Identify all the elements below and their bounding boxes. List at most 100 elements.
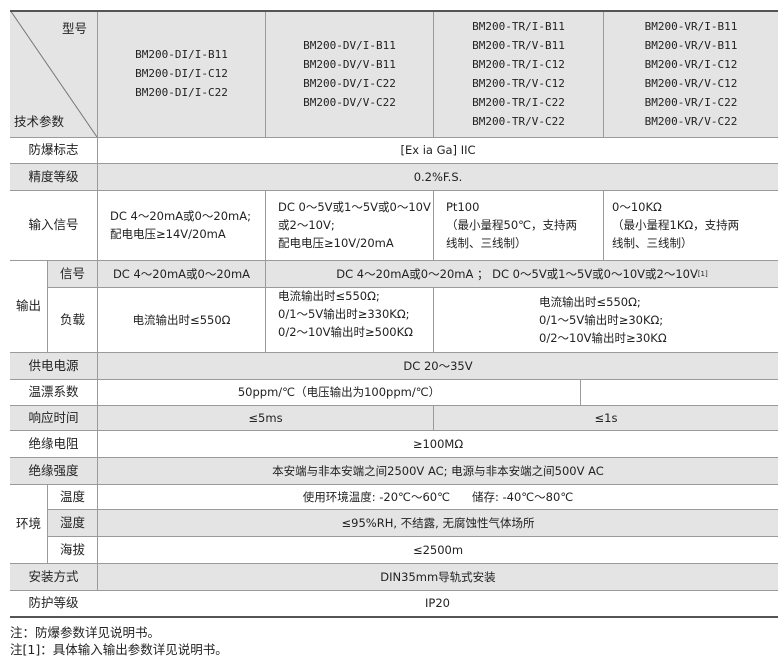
text-line: 0/2～10V输出时≥30KΩ bbox=[539, 330, 667, 345]
row-label-humidity: 湿度 bbox=[47, 509, 97, 536]
text-line: 0/2～10V输出时≥500KΩ bbox=[278, 325, 413, 339]
protection-value: IP20 bbox=[97, 590, 778, 616]
model-name: BM200-TR/V-C22 bbox=[472, 114, 565, 128]
output-load-dv: 电流输出时≤550Ω; 0/1～5V输出时≥330KΩ; 0/2～10V输出时≥50… bbox=[265, 287, 433, 352]
row-divider bbox=[10, 457, 778, 458]
row-label-insulation-strength: 绝缘强度 bbox=[10, 457, 97, 484]
table-top-border bbox=[10, 10, 778, 12]
text-line: 线制、三线制） bbox=[612, 236, 693, 250]
text-line: 0/1～5V输出时≥30KΩ; bbox=[539, 312, 664, 327]
text-line: 0～10KΩ bbox=[612, 200, 662, 214]
model-name: BM200-TR/I-C22 bbox=[472, 95, 565, 109]
row-label-altitude: 海拔 bbox=[47, 536, 97, 563]
text-line: 或2～10V; bbox=[278, 218, 335, 232]
text-line: （最小量程1KΩ，支持两 bbox=[612, 218, 740, 232]
model-name: BM200-DV/V-C22 bbox=[303, 95, 396, 109]
input-tr: Pt100 （最小量程50℃，支持两 线制、三线制） bbox=[433, 190, 603, 260]
row-divider bbox=[10, 190, 778, 191]
temp-coef-value: 50ppm/℃（电压输出为100ppm/℃） bbox=[97, 379, 580, 405]
input-vr: 0～10KΩ （最小量程1KΩ，支持两 线制、三线制） bbox=[603, 190, 778, 260]
model-name: BM200-TR/V-C12 bbox=[472, 76, 565, 90]
text-line: 配电电压≥10V/20mA bbox=[278, 236, 394, 250]
model-name: BM200-VR/V-C12 bbox=[644, 76, 738, 90]
param-label: 技术参数 bbox=[14, 114, 65, 129]
input-dv: DC 0～5V或1～5V或0～10V 或2～10V; 配电电压≥10V/20mA bbox=[265, 190, 433, 260]
power-value: DC 20～35V bbox=[97, 352, 778, 379]
row-divider bbox=[10, 563, 778, 564]
model-name: BM200-VR/V-B11 bbox=[644, 38, 738, 52]
note-explosion: 注：防爆参数详见说明书。 bbox=[10, 625, 161, 640]
model-col-vr: BM200-VR/I-B11 BM200-VR/V-B11 BM200-VR/I-C… bbox=[603, 10, 778, 137]
row-label-temperature: 温度 bbox=[47, 484, 97, 509]
insulation-strength-value: 本安端与非本安端之间2500V AC; 电源与非本安端之间500V AC bbox=[97, 457, 778, 484]
temp-coef-empty bbox=[580, 379, 778, 405]
model-name: BM200-TR/I-C12 bbox=[472, 57, 565, 71]
text-line: （最小量程50℃，支持两 bbox=[446, 218, 578, 232]
row-divider bbox=[10, 484, 778, 485]
row-divider bbox=[10, 430, 778, 431]
row-label-response: 响应时间 bbox=[10, 405, 97, 430]
row-divider bbox=[10, 163, 778, 164]
model-name: BM200-DI/I-C12 bbox=[135, 67, 228, 80]
temperature-value: 使用环境温度: -20℃～60℃ 储存: -40℃～80℃ bbox=[97, 484, 778, 509]
output-load-tr-vr: 电流输出时≤550Ω; 0/1～5V输出时≥30KΩ; 0/2～10V输出时≥30K… bbox=[433, 287, 778, 352]
row-label-output-signal: 信号 bbox=[47, 260, 97, 287]
accuracy-value: 0.2%F.S. bbox=[97, 163, 778, 190]
text-line: 0/1～5V输出时≥330KΩ; bbox=[278, 307, 410, 321]
row-divider bbox=[10, 260, 778, 261]
explosion-value: [Ex ia Ga] IIC bbox=[97, 137, 778, 163]
text-line: DC 4～20mA或0～20mA ； DC 0～5V或1～5V或0～10V或2～… bbox=[336, 266, 698, 281]
model-name: BM200-DV/V-B11 bbox=[303, 57, 396, 71]
text-line: 电流输出时≤550Ω; bbox=[278, 289, 380, 303]
text-line: DC 0～5V或1～5V或0～10V bbox=[278, 200, 431, 214]
model-name: BM200-VR/V-C22 bbox=[644, 114, 738, 128]
response-value-fast: ≤5ms bbox=[97, 405, 433, 430]
model-col-di: BM200-DI/I-B11 BM200-DI/I-C12 BM200-DI/I-C… bbox=[97, 10, 265, 137]
model-name: BM200-DI/I-C22 bbox=[135, 86, 228, 99]
model-name: BM200-VR/I-C12 bbox=[644, 57, 738, 71]
model-name: BM200-DV/I-C22 bbox=[303, 76, 396, 90]
text-line: 电流输出时≤550Ω; bbox=[539, 294, 641, 309]
footnote-ref: [1] bbox=[697, 269, 708, 278]
model-col-tr: BM200-TR/I-B11 BM200-TR/V-B11 BM200-TR/I-C… bbox=[433, 10, 603, 137]
group-label-environment: 环境 bbox=[10, 484, 47, 563]
input-di: DC 4～20mA或0～20mA; 配电电压≥14V/20mA bbox=[97, 190, 265, 260]
row-divider bbox=[10, 137, 778, 138]
row-label-explosion: 防爆标志 bbox=[10, 137, 97, 163]
model-name: BM200-VR/I-C22 bbox=[644, 95, 738, 109]
model-name: BM200-VR/I-B11 bbox=[644, 19, 738, 33]
group-label-output: 输出 bbox=[10, 260, 47, 352]
output-signal-others: DC 4～20mA或0～20mA ； DC 0～5V或1～5V或0～10V或2～… bbox=[265, 260, 778, 287]
row-label-input: 输入信号 bbox=[10, 190, 97, 260]
text-line: DC 4～20mA或0～20mA; bbox=[110, 209, 251, 223]
row-label-mounting: 安装方式 bbox=[10, 563, 97, 590]
row-label-power: 供电电源 bbox=[10, 352, 97, 379]
output-signal-di: DC 4～20mA或0～20mA bbox=[97, 260, 265, 287]
response-value-slow: ≤1s bbox=[433, 405, 778, 430]
row-divider bbox=[47, 536, 778, 537]
row-divider bbox=[10, 590, 778, 591]
model-name: BM200-TR/V-B11 bbox=[472, 38, 565, 52]
text-line: 线制、三线制） bbox=[446, 236, 527, 250]
row-divider bbox=[10, 352, 778, 353]
model-name: BM200-TR/I-B11 bbox=[472, 19, 565, 33]
mounting-value: DIN35mm导轨式安装 bbox=[97, 563, 778, 590]
row-label-insulation-resistance: 绝缘电阻 bbox=[10, 430, 97, 457]
text-line: Pt100 bbox=[446, 200, 480, 214]
row-label-protection: 防护等级 bbox=[10, 590, 97, 616]
row-divider bbox=[10, 405, 778, 406]
model-col-dv: BM200-DV/I-B11 BM200-DV/V-B11 BM200-DV/I-C… bbox=[265, 10, 433, 137]
model-label: 型号 bbox=[61, 21, 87, 36]
row-label-accuracy: 精度等级 bbox=[10, 163, 97, 190]
text-line: 配电电压≥14V/20mA bbox=[110, 227, 226, 241]
header-corner-cell: 型号 技术参数 bbox=[10, 10, 97, 137]
row-divider bbox=[10, 379, 778, 380]
model-name: BM200-DI/I-B11 bbox=[135, 48, 228, 61]
model-name: BM200-DV/I-B11 bbox=[303, 38, 396, 52]
table-bottom-border bbox=[10, 616, 778, 618]
output-load-di: 电流输出时≤550Ω bbox=[97, 287, 265, 352]
row-label-temp-coef: 温漂系数 bbox=[10, 379, 97, 405]
row-divider bbox=[47, 509, 778, 510]
note-footnote-1: 注[1]：具体输入输出参数详见说明书。 bbox=[10, 642, 228, 657]
insulation-resistance-value: ≥100MΩ bbox=[97, 430, 778, 457]
